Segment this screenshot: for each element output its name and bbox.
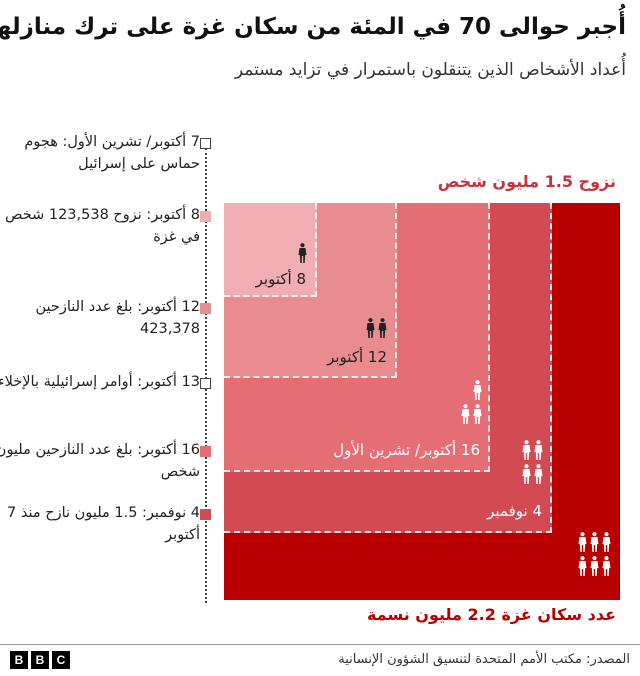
timeline-item: 4 نوفمبر: 1.5 مليون نازح منذ 7 أكتوبر: [7, 505, 200, 543]
population-label: عدد سكان غزة 2.2 مليون نسمة: [367, 605, 616, 624]
timeline-item: 8 أكتوبر: نزوح 123,538 شخص في غزة: [4, 207, 200, 245]
box-label-nov-4: 4 نوفمبر: [487, 502, 542, 520]
person-icon: [590, 556, 599, 576]
timeline-item: 13 أكتوبر: أوامر إسرائيلية بالإخلاء: [0, 374, 200, 390]
people-icon-group: [461, 380, 482, 424]
people-icon-group: [366, 318, 387, 338]
timeline-item: 12 أكتوبر: بلغ عدد النازحين 423,378: [35, 299, 200, 337]
person-icon: [534, 440, 543, 460]
people-icon-group: [298, 243, 307, 263]
person-icon: [578, 556, 587, 576]
person-icon: [473, 404, 482, 424]
person-icon: [590, 532, 599, 552]
person-icon: [522, 440, 531, 460]
person-icon: [534, 464, 543, 484]
person-icon: [602, 532, 611, 552]
timeline-line: [205, 148, 207, 603]
person-icon: [602, 556, 611, 576]
logo-letter: B: [31, 651, 49, 669]
footer-divider: [0, 644, 640, 645]
people-icon-group: [522, 440, 543, 484]
timeline-item: 16 أكتوبر: بلغ عدد النازحين مليون شخص: [0, 442, 200, 480]
bbc-logo: B B C: [10, 651, 70, 669]
source-text: المصدر: مكتب الأمم المتحدة لتنسيق الشؤون…: [338, 652, 630, 667]
person-icon: [522, 464, 531, 484]
person-icon: [378, 318, 387, 338]
person-icon: [298, 243, 307, 263]
person-icon: [578, 532, 587, 552]
timeline-marker: [200, 211, 211, 222]
box-label-oct-12: 12 أكتوبر: [327, 348, 387, 366]
logo-letter: C: [52, 651, 70, 669]
person-icon: [366, 318, 375, 338]
displaced-label: نزوح 1.5 مليون شخص: [437, 172, 616, 191]
logo-letter: B: [10, 651, 28, 669]
box-label-oct-16: 16 أكتوبر/ تشرين الأول: [333, 441, 480, 459]
people-icon-group: [578, 532, 611, 576]
timeline-marker: [200, 446, 211, 457]
timeline-item: 7 أكتوبر/ تشرين الأول: هجوم حماس على إسر…: [24, 134, 200, 172]
box-label-oct-8: 8 أكتوبر: [255, 270, 306, 288]
timeline-marker-empty: [200, 378, 211, 389]
chart-subtitle: أُعداد الأشخاص الذين يتنقلون باستمرار في…: [234, 60, 626, 80]
person-icon: [461, 404, 470, 424]
person-icon: [473, 380, 482, 400]
timeline-marker: [200, 509, 211, 520]
chart-title: أُجبر حوالى 70 في المئة من سكان غزة على …: [0, 14, 626, 40]
timeline-marker: [200, 303, 211, 314]
timeline-marker-empty: [200, 138, 211, 149]
